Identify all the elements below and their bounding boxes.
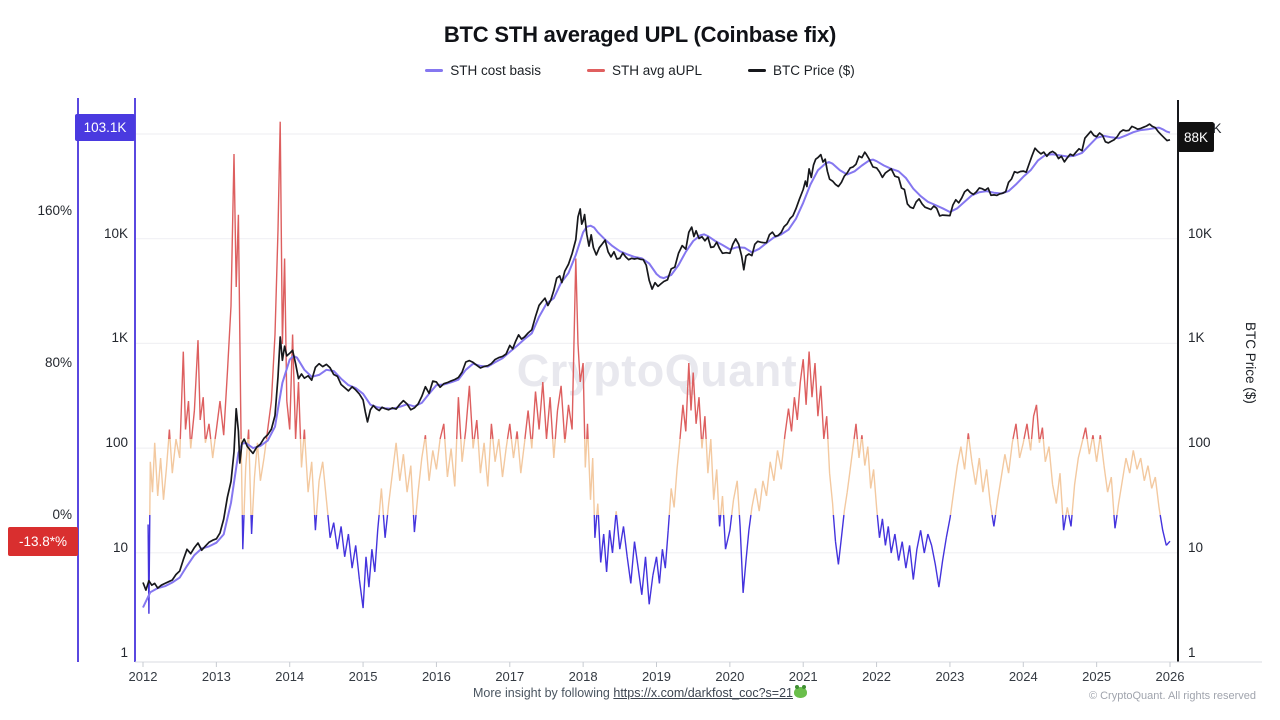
x-axis-year-tick: 2020 [715, 669, 745, 684]
y-axis-price-left-tick: 100 [105, 435, 128, 451]
x-axis-year-tick: 2012 [128, 669, 158, 684]
x-axis-year-tick: 2026 [1155, 669, 1185, 684]
y-axis-price-left-tick: 10 [112, 539, 128, 555]
legend-label: STH avg aUPL [611, 63, 703, 78]
y-axis-price-right-tick: 100 [1188, 435, 1211, 451]
x-axis-year-tick: 2014 [275, 669, 305, 684]
cost-basis-line-swatch-icon [425, 69, 444, 72]
cost-basis-last-value-badge: 103.1K [75, 114, 135, 141]
copyright-note: © CryptoQuant. All rights reserved [1088, 690, 1256, 702]
x-axis-year-tick: 2016 [421, 669, 451, 684]
legend-label: BTC Price ($) [773, 63, 855, 78]
right-axis-title: BTC Price ($) [1243, 322, 1258, 404]
btc-price-line [142, 123, 1171, 591]
x-axis-year-tick: 2019 [642, 669, 671, 684]
legend-label: STH cost basis [450, 63, 541, 78]
y-axis-percent-tick: 160% [37, 203, 72, 218]
price-last-value-badge: 88K [1178, 122, 1214, 152]
footer-note: More insight by following https://x.com/… [0, 685, 1280, 700]
aupl-line-swatch-icon [586, 69, 605, 72]
x-axis-year-tick: 2017 [495, 669, 525, 684]
x-axis-year-tick: 2018 [568, 669, 598, 684]
x-axis-year-tick: 2023 [935, 669, 965, 684]
price-last-value: 88K [1183, 129, 1209, 145]
y-axis-percent-tick: 0% [52, 507, 72, 522]
y-axis-price-left-tick: 1K [111, 330, 128, 346]
legend-item-aupl: STH avg aUPL [586, 63, 703, 78]
x-axis-year-tick: 2021 [788, 669, 818, 684]
sth-aupl-line-mid [149, 438, 1161, 516]
cost-basis-last-value: 103.1K [83, 120, 127, 135]
legend-item-btc-price: BTC Price ($) [748, 63, 855, 78]
footer-link[interactable]: https://x.com/darkfost_coc?s=21 [613, 686, 793, 700]
x-axis-year-tick: 2024 [1008, 669, 1038, 684]
legend: STH cost basis STH avg aUPL BTC Price ($… [0, 63, 1280, 78]
sth-aupl-line-below-zero [147, 514, 1171, 614]
btc-price-line-swatch-icon [748, 69, 767, 72]
footer-text: More insight by following [473, 686, 614, 700]
legend-item-cost-basis: STH cost basis [425, 63, 541, 78]
x-axis-year-tick: 2015 [348, 669, 378, 684]
y-axis-price-right-tick: 10 [1188, 539, 1204, 555]
page-title: BTC STH averaged UPL (Coinbase fix) [443, 22, 837, 47]
y-axis-price-right-tick: 1 [1188, 644, 1196, 660]
x-axis-year-tick: 2013 [201, 669, 231, 684]
x-axis-year-tick: 2025 [1082, 669, 1112, 684]
sth-aupl-line-above-40 [168, 121, 1102, 440]
aupl-last-value-badge: -13.8*% [8, 527, 78, 556]
aupl-last-value: -13.8*% [18, 534, 68, 549]
x-axis-year-tick: 2022 [862, 669, 892, 684]
y-axis-price-left-tick: 1 [120, 644, 128, 660]
cryptoquant-watermark: CryptoQuant [517, 345, 798, 396]
y-axis-price-right-tick: 1K [1188, 330, 1205, 346]
frog-emoji-icon [793, 685, 807, 698]
y-axis-price-right-tick: 10K [1188, 225, 1213, 241]
y-axis-percent-tick: 80% [44, 355, 72, 370]
y-axis-price-left-tick: 10K [103, 225, 128, 241]
